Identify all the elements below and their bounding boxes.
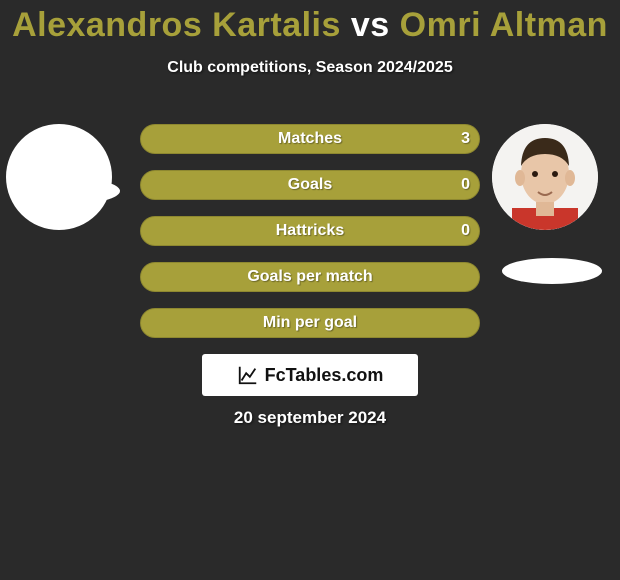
stats-card: Alexandros Kartalis vs Omri Altman Club …: [0, 0, 620, 580]
stat-label: Min per goal: [140, 308, 480, 338]
chart-icon: [237, 364, 259, 386]
page-title: Alexandros Kartalis vs Omri Altman: [0, 0, 620, 45]
player1-club-badge: [20, 178, 120, 204]
vs-text: vs: [351, 6, 390, 44]
watermark: FcTables.com: [202, 354, 418, 396]
stat-row: Min per goal: [140, 308, 480, 338]
subtitle: Club competitions, Season 2024/2025: [0, 59, 620, 77]
stat-row: Matches3: [140, 124, 480, 154]
stat-right-value: 3: [461, 124, 470, 154]
player1-avatar: [6, 124, 112, 230]
stat-row: Goals0: [140, 170, 480, 200]
player1-name: Alexandros Kartalis: [12, 6, 341, 44]
stat-row: Hattricks0: [140, 216, 480, 246]
player2-avatar: [492, 124, 598, 230]
watermark-text: FcTables.com: [265, 365, 384, 386]
stat-row: Goals per match: [140, 262, 480, 292]
player2-name: Omri Altman: [400, 6, 608, 44]
stat-label: Matches: [140, 124, 480, 154]
stat-right-value: 0: [461, 216, 470, 246]
stat-right-value: 0: [461, 170, 470, 200]
player2-club-badge: [502, 258, 602, 284]
stat-label: Goals: [140, 170, 480, 200]
player2-face-icon: [492, 124, 598, 230]
stat-bars: Matches3Goals0Hattricks0Goals per matchM…: [140, 124, 480, 354]
date-text: 20 september 2024: [0, 408, 620, 428]
stat-label: Hattricks: [140, 216, 480, 246]
stat-label: Goals per match: [140, 262, 480, 292]
